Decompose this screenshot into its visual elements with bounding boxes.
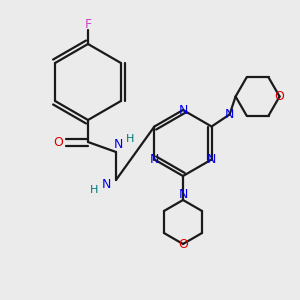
Text: H: H [90, 185, 98, 195]
Text: N: N [178, 103, 188, 116]
Text: N: N [207, 153, 216, 166]
Text: H: H [126, 134, 134, 144]
Text: N: N [150, 153, 159, 166]
Text: N: N [113, 137, 123, 151]
Text: O: O [178, 238, 188, 250]
Text: N: N [178, 188, 188, 200]
Text: N: N [225, 108, 234, 121]
Text: N: N [101, 178, 111, 191]
Text: O: O [53, 136, 63, 148]
Text: O: O [274, 90, 284, 103]
Text: F: F [84, 17, 92, 31]
